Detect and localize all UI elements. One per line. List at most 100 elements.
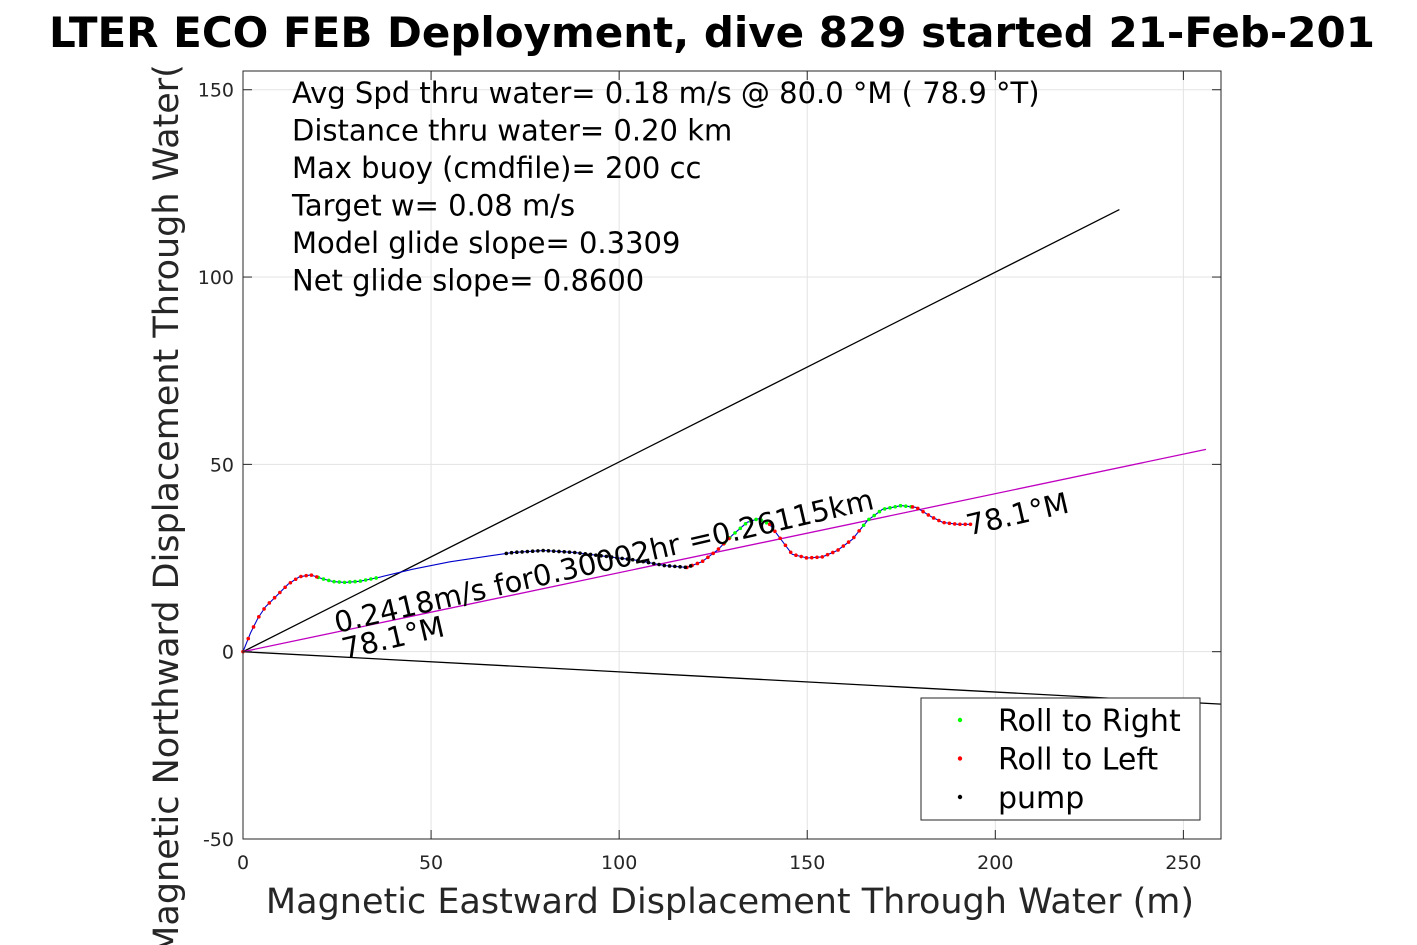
marker-roll-to-right xyxy=(353,579,357,584)
marker-roll-to-left xyxy=(251,625,256,629)
info-line: Distance thru water= 0.20 km xyxy=(292,114,732,148)
marker-roll-to-right xyxy=(342,580,347,585)
marker-roll-to-left xyxy=(716,547,721,551)
marker-pump xyxy=(583,552,588,556)
marker-roll-to-left xyxy=(963,522,968,527)
x-tick-label: 50 xyxy=(419,852,443,874)
marker-pump xyxy=(641,559,646,564)
marker-roll-to-right xyxy=(893,504,898,509)
marker-roll-to-right xyxy=(321,577,326,581)
marker-pump xyxy=(599,553,603,558)
y-tick-label: 50 xyxy=(210,454,234,476)
marker-roll-to-right xyxy=(738,526,743,531)
marker-roll-to-right xyxy=(898,503,903,508)
marker-roll-to-right xyxy=(326,578,331,583)
marker-roll-to-left xyxy=(809,555,814,560)
marker-roll-to-left xyxy=(916,506,920,511)
marker-roll-to-left xyxy=(841,544,846,548)
marker-roll-to-left xyxy=(783,543,788,548)
marker-roll-to-left xyxy=(314,575,319,579)
marker-roll-to-right xyxy=(882,507,887,511)
marker-roll-to-left xyxy=(958,522,962,527)
marker-roll-to-left xyxy=(952,522,957,526)
marker-roll-to-left xyxy=(804,556,809,560)
marker-pump xyxy=(509,550,514,555)
y-tick-label: 150 xyxy=(198,80,234,102)
marker-pump xyxy=(662,563,667,568)
marker-roll-to-right xyxy=(363,578,368,582)
marker-pump xyxy=(562,549,567,554)
marker-roll-to-left xyxy=(309,573,314,577)
marker-roll-to-left xyxy=(820,555,825,559)
marker-roll-to-left xyxy=(910,505,915,509)
marker-pump xyxy=(530,549,535,554)
marker-roll-to-left xyxy=(711,551,715,556)
marker-roll-to-right xyxy=(867,517,871,522)
marker-roll-to-left xyxy=(968,522,973,527)
marker-roll-to-right xyxy=(332,579,336,584)
marker-pump xyxy=(520,550,524,554)
grid xyxy=(242,71,1221,840)
marker-roll-to-left xyxy=(926,513,931,517)
marker-roll-to-left xyxy=(937,518,941,523)
x-tick-label: 0 xyxy=(237,852,249,874)
marker-roll-to-left xyxy=(773,529,777,534)
marker-roll-to-left xyxy=(846,540,851,544)
legend-label: Roll to Left xyxy=(998,743,1158,778)
y-tick-label: 100 xyxy=(198,267,234,289)
marker-roll-to-left xyxy=(283,585,287,590)
marker-roll-to-right xyxy=(369,577,373,581)
info-line: Max buoy (cmdfile)= 200 cc xyxy=(292,151,701,185)
legend-marker xyxy=(957,794,963,800)
marker-pump xyxy=(657,562,661,567)
marker-roll-to-left xyxy=(706,555,710,560)
marker-pump xyxy=(620,556,624,561)
marker-pump xyxy=(504,551,509,556)
marker-pump xyxy=(536,549,540,553)
y-tick-label: -50 xyxy=(203,829,234,851)
marker-roll-to-right xyxy=(754,517,758,522)
marker-roll-to-left xyxy=(304,573,308,578)
marker-roll-to-left xyxy=(942,520,946,525)
marker-roll-to-left xyxy=(794,553,798,558)
legend-label: Roll to Right xyxy=(998,704,1181,739)
marker-pump xyxy=(688,564,693,568)
x-tick-label: 250 xyxy=(1165,852,1201,874)
marker-roll-to-right xyxy=(348,580,352,584)
x-tick-label: 100 xyxy=(601,852,637,874)
marker-pump xyxy=(541,548,545,553)
marker-roll-to-left xyxy=(788,550,793,555)
reference-lines xyxy=(242,209,1222,705)
marker-roll-to-left xyxy=(921,509,925,514)
marker-roll-to-left xyxy=(857,529,861,533)
info-line: Model glide slope= 0.3309 xyxy=(292,226,680,260)
marker-roll-to-right xyxy=(872,513,876,518)
marker-pump xyxy=(551,549,556,553)
marker-roll-to-right xyxy=(861,523,866,528)
marker-roll-to-left xyxy=(272,595,277,600)
marker-pump xyxy=(515,550,519,555)
marker-roll-to-left xyxy=(246,636,251,641)
marker-roll-to-right xyxy=(877,509,882,514)
marker-pump xyxy=(673,564,677,569)
marker-roll-to-right xyxy=(903,504,908,508)
marker-pump xyxy=(578,551,582,555)
marker-roll-to-left xyxy=(836,548,840,552)
marker-roll-to-left xyxy=(799,554,804,559)
marker-roll-to-left xyxy=(278,590,282,595)
marker-pump xyxy=(609,555,614,559)
marker-pump xyxy=(667,564,672,568)
marker-roll-to-left xyxy=(778,536,782,541)
marker-roll-to-left xyxy=(700,559,705,564)
legend-box xyxy=(920,697,1201,821)
marker-roll-to-left xyxy=(831,550,835,555)
marker-roll-to-right xyxy=(358,579,363,583)
marker-roll-to-right xyxy=(888,506,892,510)
marker-roll-to-right xyxy=(374,576,378,580)
marker-roll-to-left xyxy=(299,574,303,579)
x-tick-label: 150 xyxy=(789,852,825,874)
